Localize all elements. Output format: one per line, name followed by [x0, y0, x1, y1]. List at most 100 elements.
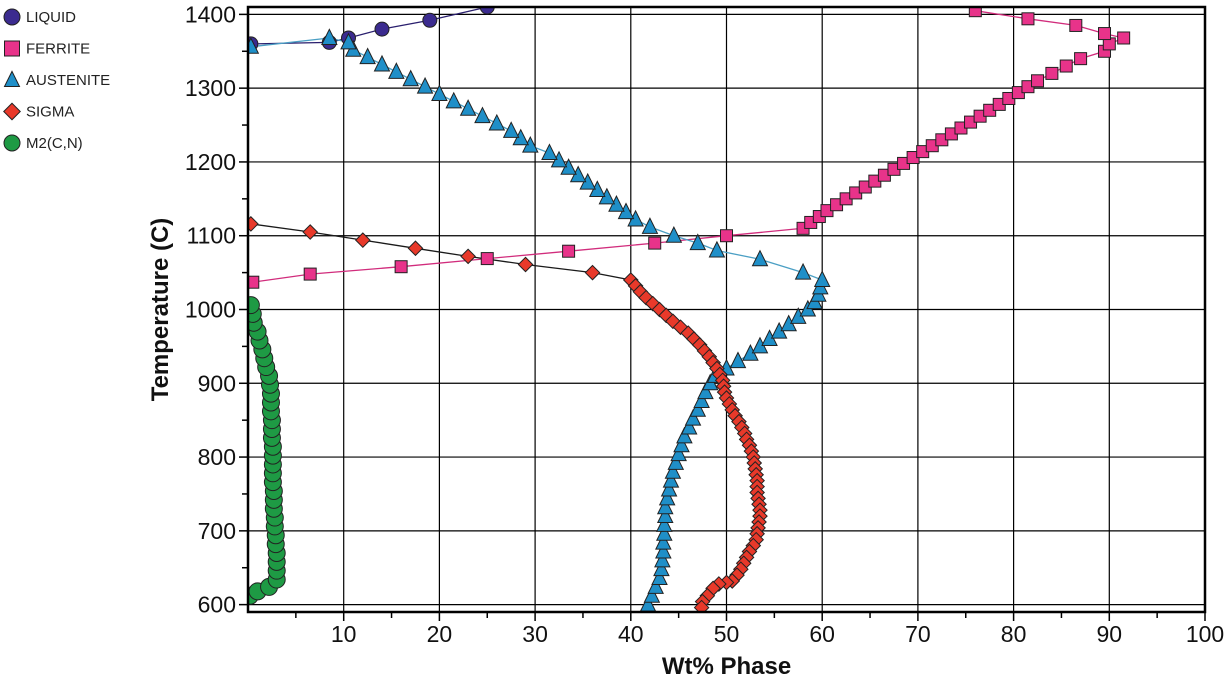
y-tick-label: 1000	[185, 297, 236, 323]
ferrite-point	[968, 7, 982, 18]
y-tick-label: 1200	[185, 149, 236, 175]
austenite-point	[321, 28, 338, 45]
austenite-point	[670, 444, 687, 462]
ferrite-point	[480, 252, 494, 266]
y-tick-label: 1100	[187, 223, 236, 249]
liquid-point	[479, 7, 495, 15]
sigma-markers	[248, 216, 768, 612]
x-tick-label: 10	[331, 621, 357, 647]
liquid-line	[250, 7, 488, 45]
austenite-point	[662, 470, 680, 488]
ferrite-point	[1021, 12, 1035, 26]
austenite-point	[651, 568, 668, 586]
sigma-point	[517, 256, 534, 273]
austenite-point	[359, 47, 376, 65]
ferrite-point	[1031, 74, 1045, 88]
y-axis-ticks: 600 700 800 900 1000 1100 1200 1300 1400	[185, 1, 248, 618]
austenite-point	[431, 84, 448, 102]
series-markers	[248, 7, 1131, 612]
austenite-point	[697, 382, 714, 400]
legend-marker-liquid	[3, 8, 21, 26]
austenite-point	[445, 91, 463, 109]
austenite-point	[474, 106, 491, 124]
ferrite-point	[1045, 66, 1059, 80]
austenite-point	[248, 37, 260, 54]
austenite-point	[660, 479, 678, 497]
sigma-point	[302, 224, 319, 240]
austenite-point	[653, 559, 670, 577]
austenite-point	[655, 532, 672, 550]
austenite-point	[708, 240, 726, 258]
austenite-line	[250, 37, 823, 612]
x-tick-label: 40	[618, 621, 644, 647]
austenite-point	[656, 497, 674, 515]
plot-frame	[246, 5, 1207, 614]
legend-marker-austenite	[3, 70, 21, 87]
x-axis-label: Wt% Phase	[662, 653, 791, 679]
x-tick-label: 30	[522, 621, 548, 647]
y-axis-label: Temperature (C)	[147, 218, 174, 402]
ferrite-point	[1069, 18, 1083, 32]
legend-marker-sigma	[3, 102, 21, 121]
sigma-point	[584, 264, 601, 281]
x-tick-label: 70	[905, 621, 931, 647]
x-tick-label: 100	[1186, 621, 1224, 647]
sigma-point	[354, 232, 371, 249]
x-axis-ticks: 10 20 30 40 50 60 70 80 90 100	[295, 612, 1224, 647]
legend-label-austenite: AUSTENITE	[26, 72, 110, 89]
austenite-point	[655, 524, 673, 541]
austenite-point	[656, 506, 674, 524]
y-tick-label: 1400	[185, 1, 236, 27]
austenite-point	[654, 550, 671, 568]
ferrite-point	[648, 236, 662, 250]
austenite-point	[655, 541, 672, 559]
legend: LIQUID FERRITE AUSTENITE SIGMA M2(C,N)	[3, 8, 110, 152]
x-tick-label: 20	[427, 621, 453, 647]
x-tick-label: 90	[1097, 621, 1123, 647]
austenite-point	[794, 262, 812, 280]
austenite-point	[340, 32, 357, 50]
austenite-point	[502, 121, 520, 138]
sigma-point	[407, 240, 424, 257]
austenite-point	[689, 233, 707, 251]
austenite-point	[388, 62, 405, 79]
y-tick-label: 600	[198, 592, 236, 618]
ferrite-point	[1074, 52, 1088, 66]
austenite-point	[751, 249, 769, 267]
legend-label-sigma: SIGMA	[26, 104, 74, 121]
austenite-point	[643, 586, 661, 603]
austenite-point	[647, 577, 664, 594]
x-tick-label: 80	[1001, 621, 1027, 647]
m2-c-n-point	[248, 296, 260, 315]
austenite-point	[667, 453, 685, 470]
y-tick-label: 800	[198, 444, 236, 470]
legend-marker-m2-c-n	[3, 134, 21, 152]
ferrite-point	[562, 244, 576, 258]
austenite-point	[729, 351, 747, 369]
austenite-point	[373, 54, 391, 72]
liquid-point	[374, 21, 390, 37]
legend-label-ferrite: FERRITE	[26, 41, 90, 58]
austenite-point	[488, 113, 506, 131]
austenite-point	[641, 217, 659, 234]
austenite-point	[680, 417, 698, 435]
y-tick-label: 1300	[185, 75, 236, 101]
austenite-point	[684, 408, 702, 426]
legend-marker-ferrite	[4, 40, 20, 57]
austenite-point	[416, 76, 434, 94]
austenite-point	[673, 435, 690, 453]
ferrite-point	[1117, 31, 1131, 45]
grid-lines	[248, 7, 1205, 612]
austenite-point	[676, 426, 693, 444]
ferrite-point	[394, 260, 408, 274]
austenite-point	[541, 143, 558, 161]
austenite-markers	[248, 28, 831, 612]
ferrite-point	[248, 275, 260, 289]
x-tick-label: 60	[809, 621, 835, 647]
ferrite-point	[1098, 27, 1112, 41]
ferrite-line	[252, 10, 1126, 283]
austenite-point	[658, 488, 676, 506]
ferrite-markers	[248, 7, 1131, 289]
